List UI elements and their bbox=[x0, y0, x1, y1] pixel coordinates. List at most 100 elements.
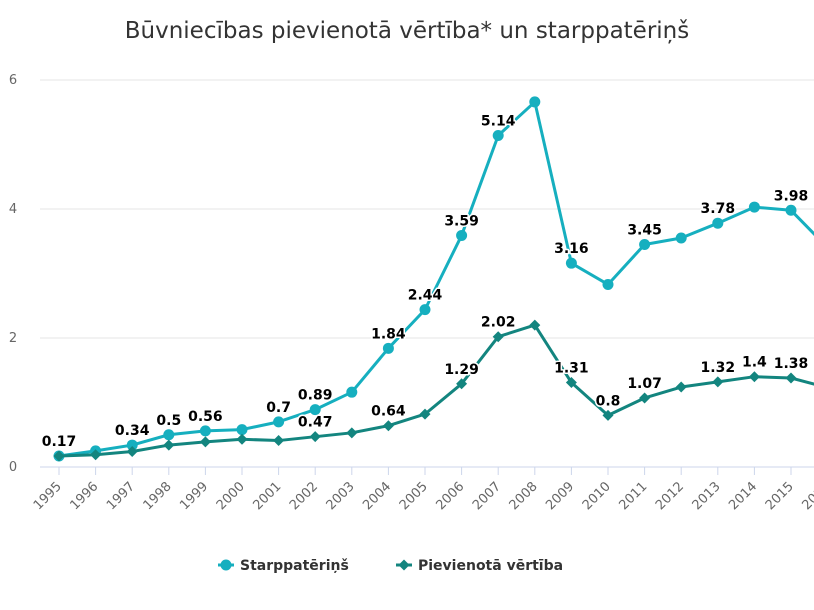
x-tick-label: 2005 bbox=[397, 479, 431, 513]
x-tick-label: 2007 bbox=[470, 479, 504, 513]
data-point[interactable] bbox=[273, 435, 285, 447]
data-point[interactable] bbox=[419, 304, 431, 316]
data-point[interactable] bbox=[675, 232, 687, 244]
data-label: 1.07 bbox=[627, 376, 662, 392]
data-point[interactable] bbox=[492, 129, 504, 141]
data-label: 3.45 bbox=[627, 222, 662, 238]
chart-title: Būvniecības pievienotā vērtība* un starp… bbox=[125, 18, 690, 44]
data-point[interactable] bbox=[90, 449, 102, 461]
data-point[interactable] bbox=[785, 204, 797, 216]
data-point[interactable] bbox=[712, 217, 724, 229]
data-point[interactable] bbox=[199, 425, 211, 437]
data-point[interactable] bbox=[309, 431, 321, 443]
data-point[interactable] bbox=[382, 420, 394, 432]
data-label: 2.44 bbox=[408, 288, 443, 304]
data-label: 1.29 bbox=[444, 362, 479, 378]
data-label: 0.56 bbox=[188, 409, 223, 425]
y-tick-label: 6 bbox=[9, 73, 17, 88]
data-point[interactable] bbox=[126, 446, 138, 458]
data-label: 3.59 bbox=[444, 213, 479, 229]
series-line bbox=[58, 100, 814, 458]
data-point[interactable] bbox=[236, 433, 248, 445]
data-label: 0.64 bbox=[371, 404, 406, 420]
data-label: 0.89 bbox=[298, 388, 333, 404]
data-point[interactable] bbox=[419, 408, 431, 420]
y-tick-label: 4 bbox=[9, 202, 17, 217]
data-point[interactable] bbox=[639, 392, 651, 404]
series-layer bbox=[53, 96, 814, 462]
x-tick-label: 2003 bbox=[324, 479, 358, 513]
data-point[interactable] bbox=[675, 381, 687, 393]
y-axis-ticks: 0 2 4 6 bbox=[9, 73, 17, 475]
data-point[interactable] bbox=[565, 257, 577, 269]
data-point[interactable] bbox=[639, 238, 651, 250]
data-point[interactable] bbox=[456, 229, 468, 241]
data-point[interactable] bbox=[529, 319, 541, 331]
data-point[interactable] bbox=[346, 427, 358, 439]
x-tick-label: 2002 bbox=[287, 479, 321, 513]
series-line bbox=[58, 323, 814, 458]
gridlines bbox=[40, 79, 814, 468]
data-label: 1.31 bbox=[554, 361, 589, 377]
legend-marker bbox=[398, 559, 410, 571]
x-tick-label: 2012 bbox=[653, 479, 687, 513]
data-point[interactable] bbox=[785, 372, 797, 384]
data-point[interactable] bbox=[382, 342, 394, 354]
data-point[interactable] bbox=[492, 331, 504, 343]
x-tick-label: 2008 bbox=[507, 479, 541, 513]
data-point[interactable] bbox=[53, 450, 65, 462]
data-point[interactable] bbox=[163, 439, 175, 451]
data-point[interactable] bbox=[529, 96, 541, 108]
data-point[interactable] bbox=[602, 278, 614, 290]
data-point[interactable] bbox=[712, 376, 724, 388]
data-point[interactable] bbox=[748, 201, 760, 213]
legend-item-pievienota[interactable]: Pievienotā vērtība bbox=[396, 558, 563, 574]
x-tick-label: 2001 bbox=[250, 479, 284, 513]
data-label: 2.02 bbox=[481, 315, 516, 331]
data-label: 0.34 bbox=[115, 423, 150, 439]
data-point[interactable] bbox=[346, 386, 358, 398]
x-tick-label: 2009 bbox=[543, 479, 577, 513]
data-label: 0.47 bbox=[298, 415, 333, 431]
data-label: 0.7 bbox=[266, 400, 291, 416]
x-tick-label: 2013 bbox=[690, 479, 724, 513]
data-point[interactable] bbox=[273, 416, 285, 428]
data-label: 5.14 bbox=[481, 113, 516, 129]
series-pievienota[interactable] bbox=[53, 319, 814, 462]
data-point[interactable] bbox=[602, 409, 614, 421]
data-point[interactable] bbox=[309, 404, 321, 416]
data-label: 1.84 bbox=[371, 326, 406, 342]
data-labels: 0.17 0.34 0.5 0.56 0.7 0.89 1.84 2.44 3.59 5.14 3.… bbox=[40, 112, 810, 452]
data-point[interactable] bbox=[126, 439, 138, 451]
x-tick-label: 1999 bbox=[177, 479, 211, 513]
legend-item-starppateri[interactable]: Starppatēriņš bbox=[218, 558, 349, 574]
data-label: 0.8 bbox=[596, 393, 621, 409]
x-tick-label: 2000 bbox=[214, 479, 248, 513]
data-label: 1.32 bbox=[701, 360, 736, 376]
data-point[interactable] bbox=[565, 377, 577, 389]
x-tick-label: 1996 bbox=[67, 479, 101, 513]
x-tick-label: 2006 bbox=[433, 479, 467, 513]
legend-label: Starppatēriņš bbox=[240, 558, 349, 574]
data-point[interactable] bbox=[199, 436, 211, 448]
data-point[interactable] bbox=[456, 378, 468, 390]
data-point[interactable] bbox=[236, 424, 248, 436]
data-label: 0.5 bbox=[156, 413, 181, 429]
x-tick-label: 2011 bbox=[616, 479, 650, 513]
data-label: 3.98 bbox=[774, 188, 809, 204]
x-tick-label: 1998 bbox=[141, 479, 175, 513]
data-label: 0.17 bbox=[42, 434, 77, 450]
y-tick-label: 2 bbox=[9, 331, 17, 346]
y-tick-label: 0 bbox=[9, 460, 17, 475]
data-point[interactable] bbox=[163, 429, 175, 441]
series-starppateri[interactable] bbox=[53, 96, 814, 462]
data-label: 3.16 bbox=[554, 241, 589, 257]
data-point[interactable] bbox=[748, 371, 760, 383]
legend-label: Pievienotā vērtība bbox=[418, 558, 563, 574]
x-tick-label: 1995 bbox=[31, 479, 65, 513]
x-tick-label: 2015 bbox=[763, 479, 797, 513]
legend[interactable]: Starppatēriņš Pievienotā vērtība bbox=[218, 558, 563, 574]
data-label: 1.4 bbox=[742, 355, 767, 371]
x-tick-label: 2004 bbox=[360, 479, 394, 513]
